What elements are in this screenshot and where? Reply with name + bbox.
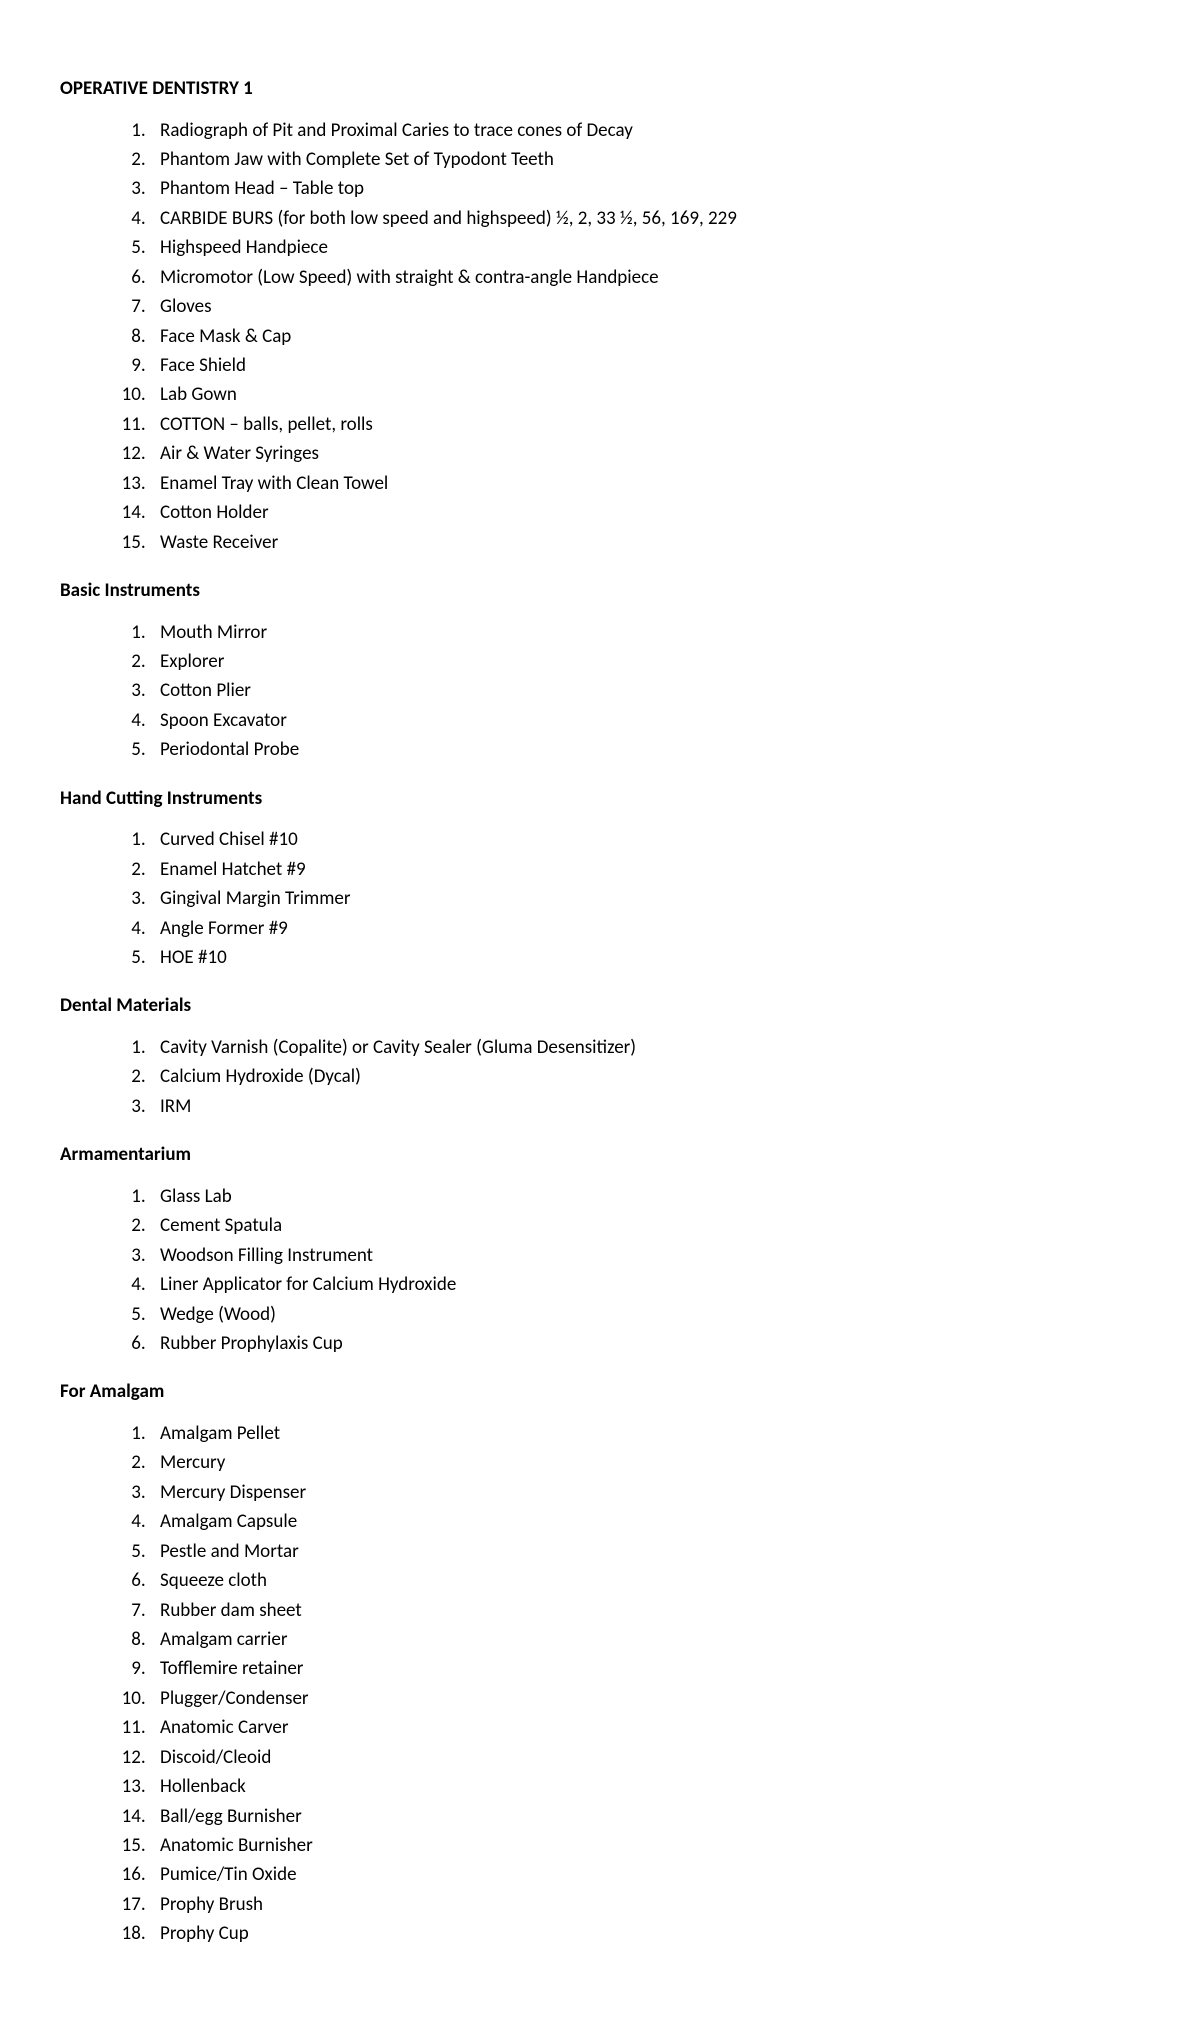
sections-container: Radiograph of Pit and Proximal Caries to…	[60, 116, 1140, 1949]
list-item: Enamel Hatchet #9	[150, 855, 1140, 884]
list-item: Discoid/Cleoid	[150, 1743, 1140, 1772]
section-heading: Hand Cutting Instruments	[60, 785, 1140, 814]
list-item: Phantom Jaw with Complete Set of Typodon…	[150, 145, 1140, 174]
list-item: Plugger/Condenser	[150, 1684, 1140, 1713]
list-item: Glass Lab	[150, 1182, 1140, 1211]
list-item: Mercury Dispenser	[150, 1478, 1140, 1507]
section-heading: Dental Materials	[60, 992, 1140, 1021]
list-item: IRM	[150, 1092, 1140, 1121]
section-list: Glass LabCement SpatulaWoodson Filling I…	[150, 1182, 1140, 1359]
list-item: Cavity Varnish (Copalite) or Cavity Seal…	[150, 1033, 1140, 1062]
list-item: CARBIDE BURS (for both low speed and hig…	[150, 204, 1140, 233]
section-list: Radiograph of Pit and Proximal Caries to…	[150, 116, 1140, 558]
list-item: Mouth Mirror	[150, 618, 1140, 647]
list-item: Amalgam Pellet	[150, 1419, 1140, 1448]
list-item: Spoon Excavator	[150, 706, 1140, 735]
list-item: Waste Receiver	[150, 528, 1140, 557]
list-item: Calcium Hydroxide (Dycal)	[150, 1062, 1140, 1091]
list-item: Cement Spatula	[150, 1211, 1140, 1240]
section-list: Curved Chisel #10Enamel Hatchet #9Gingiv…	[150, 825, 1140, 972]
list-item: Explorer	[150, 647, 1140, 676]
section-list: Cavity Varnish (Copalite) or Cavity Seal…	[150, 1033, 1140, 1121]
list-item: Prophy Cup	[150, 1919, 1140, 1948]
section-heading: Basic Instruments	[60, 577, 1140, 606]
list-item: Anatomic Carver	[150, 1713, 1140, 1742]
list-item: Rubber Prophylaxis Cup	[150, 1329, 1140, 1358]
list-item: Liner Applicator for Calcium Hydroxide	[150, 1270, 1140, 1299]
list-item: Face Mask & Cap	[150, 322, 1140, 351]
list-item: Enamel Tray with Clean Towel	[150, 469, 1140, 498]
list-item: Highspeed Handpiece	[150, 233, 1140, 262]
list-item: Rubber dam sheet	[150, 1596, 1140, 1625]
list-item: Amalgam Capsule	[150, 1507, 1140, 1536]
list-item: Tofflemire retainer	[150, 1654, 1140, 1683]
list-item: Cotton Plier	[150, 676, 1140, 705]
list-item: Air & Water Syringes	[150, 439, 1140, 468]
list-item: Periodontal Probe	[150, 735, 1140, 764]
list-item: Ball/egg Burnisher	[150, 1802, 1140, 1831]
list-item: Mercury	[150, 1448, 1140, 1477]
section-heading: Armamentarium	[60, 1141, 1140, 1170]
list-item: Woodson Filling Instrument	[150, 1241, 1140, 1270]
list-item: Hollenback	[150, 1772, 1140, 1801]
list-item: Prophy Brush	[150, 1890, 1140, 1919]
list-item: HOE #10	[150, 943, 1140, 972]
list-item: Radiograph of Pit and Proximal Caries to…	[150, 116, 1140, 145]
section-list: Mouth MirrorExplorerCotton PlierSpoon Ex…	[150, 618, 1140, 765]
list-item: Curved Chisel #10	[150, 825, 1140, 854]
list-item: Cotton Holder	[150, 498, 1140, 527]
list-item: Amalgam carrier	[150, 1625, 1140, 1654]
section-list: Amalgam PelletMercuryMercury DispenserAm…	[150, 1419, 1140, 1949]
list-item: Micromotor (Low Speed) with straight & c…	[150, 263, 1140, 292]
document-title: OPERATIVE DENTISTRY 1	[60, 75, 1140, 104]
list-item: COTTON – balls, pellet, rolls	[150, 410, 1140, 439]
list-item: Lab Gown	[150, 380, 1140, 409]
list-item: Pestle and Mortar	[150, 1537, 1140, 1566]
list-item: Anatomic Burnisher	[150, 1831, 1140, 1860]
list-item: Pumice/Tin Oxide	[150, 1860, 1140, 1889]
list-item: Squeeze cloth	[150, 1566, 1140, 1595]
list-item: Gingival Margin Trimmer	[150, 884, 1140, 913]
section-heading: For Amalgam	[60, 1378, 1140, 1407]
list-item: Gloves	[150, 292, 1140, 321]
list-item: Phantom Head – Table top	[150, 174, 1140, 203]
list-item: Angle Former #9	[150, 914, 1140, 943]
list-item: Wedge (Wood)	[150, 1300, 1140, 1329]
list-item: Face Shield	[150, 351, 1140, 380]
